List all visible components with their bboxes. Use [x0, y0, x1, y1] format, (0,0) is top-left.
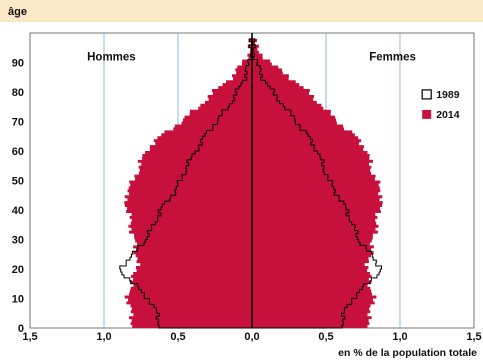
series-2014-men — [124, 33, 252, 328]
y-tick-label: 80 — [12, 87, 24, 99]
y-tick-label: 20 — [12, 264, 24, 276]
series-1989-men — [119, 33, 253, 329]
side-label-men: Hommes — [87, 52, 136, 64]
side-label-women: Femmes — [369, 52, 416, 64]
x-tick-label: 1,5 — [22, 331, 37, 343]
x-tick-label: 1,5 — [466, 331, 481, 343]
y-tick-label: 40 — [12, 205, 24, 217]
x-axis-title: en % de la population totale — [338, 347, 477, 359]
header-band — [0, 0, 483, 22]
y-tick-label: 10 — [12, 294, 24, 306]
legend-label-2014: 2014 — [436, 109, 460, 121]
x-tick-label: 0,5 — [170, 331, 185, 343]
y-tick-label: 60 — [12, 146, 24, 158]
x-tick-label: 1,0 — [392, 331, 407, 343]
y-tick-label: 0 — [18, 323, 24, 335]
legend-swatch-2014 — [422, 109, 432, 119]
series-1989-women — [251, 33, 383, 329]
y-tick-label: 50 — [12, 176, 24, 188]
y-tick-label: 90 — [12, 58, 24, 70]
y-tick-label: 70 — [12, 117, 24, 129]
y-axis-title: âge — [8, 6, 27, 18]
x-tick-label: 1,0 — [96, 331, 111, 343]
y-tick-label: 30 — [12, 235, 24, 247]
legend-swatch-1989 — [421, 89, 432, 100]
x-tick-label: 0,5 — [318, 331, 333, 343]
x-tick-label: 0,0 — [244, 331, 259, 343]
legend-label-1989: 1989 — [436, 89, 460, 101]
